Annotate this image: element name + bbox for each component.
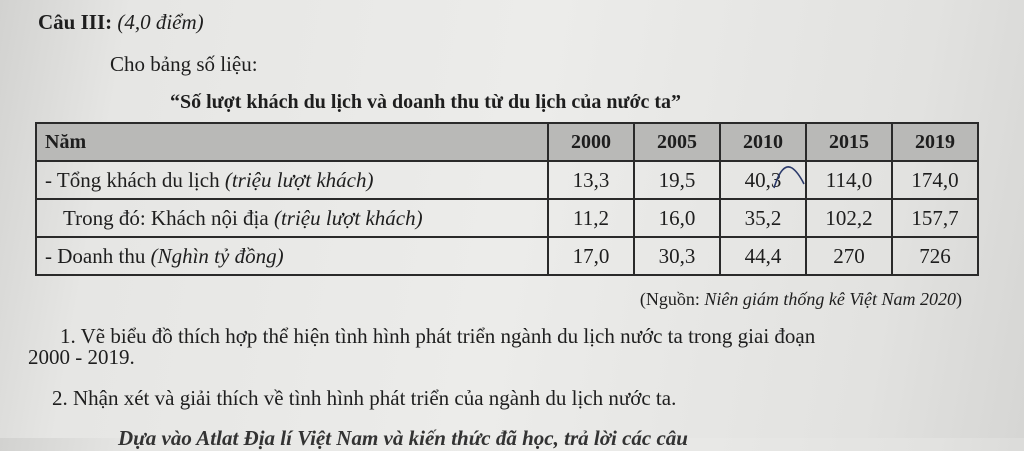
header-label: Năm: [35, 122, 549, 162]
source-prefix: (Nguồn:: [639, 289, 705, 309]
pen-mark: [773, 166, 805, 189]
task-2: 2. Nhận xét và giải thích về tình hình p…: [52, 386, 677, 410]
value-cell: 44,4: [719, 236, 807, 276]
question-points: (4,0 điểm): [117, 10, 204, 34]
question-heading: Câu III: (4,0 điểm): [38, 10, 204, 35]
value-cell: 16,0: [633, 198, 721, 238]
year-cell: 2019: [891, 122, 979, 162]
table-row: Trong đó: Khách nội địa (triệu lượt khác…: [35, 198, 979, 238]
row-unit: (Nghìn tỷ đồng): [150, 243, 284, 268]
value-cell: 17,0: [547, 236, 635, 276]
table-title: “Số lượt khách du lịch và doanh thu từ d…: [170, 91, 682, 113]
year-cell: 2010: [719, 122, 807, 162]
row-label: - Doanh thu (Nghìn tỷ đồng): [35, 236, 549, 276]
table-row: - Doanh thu (Nghìn tỷ đồng) 17,0 30,3 44…: [35, 236, 979, 276]
year-cell: 2015: [805, 122, 893, 162]
year-cell: 2005: [633, 122, 721, 162]
value-cell: 114,0: [805, 160, 893, 200]
value-cell: 726: [891, 236, 979, 276]
value-cell: 11,2: [547, 198, 635, 238]
row-label: - Tổng khách du lịch (triệu lượt khách): [35, 160, 549, 200]
row-label: Trong đó: Khách nội địa (triệu lượt khác…: [35, 198, 549, 238]
data-table: Năm 2000 2005 2010 2015 2019 - Tổng khác…: [35, 122, 979, 276]
row-unit: (triệu lượt khách): [273, 205, 423, 230]
value-cell: 13,3: [547, 160, 635, 200]
row-label-text: Trong đó: Khách nội địa: [63, 205, 274, 230]
value-cell: 40,3: [719, 160, 807, 200]
source-note: (Nguồn: Niên giám thống kê Việt Nam 2020…: [640, 289, 962, 310]
table-row: - Tổng khách du lịch (triệu lượt khách) …: [35, 160, 979, 200]
task-1-continued: 2000 - 2019.: [28, 345, 135, 369]
value-cell: 270: [805, 236, 893, 276]
source-suffix: ): [956, 289, 962, 309]
source-name: Niên giám thống kê Việt Nam 2020: [704, 289, 956, 309]
value-cell: 19,5: [633, 160, 721, 200]
cut-off-line: Dựa vào Atlat Địa lí Việt Nam và kiến th…: [118, 426, 688, 450]
value-cell: 157,7: [891, 198, 979, 238]
value-cell: 35,2: [719, 198, 807, 238]
task-1: 1. Vẽ biểu đồ thích hợp thể hiện tình hì…: [60, 324, 816, 348]
year-cell: 2000: [547, 122, 635, 162]
intro-text: Cho bảng số liệu:: [110, 52, 258, 76]
row-label-text: - Tổng khách du lịch: [45, 167, 225, 192]
row-unit: (triệu lượt khách): [224, 167, 374, 192]
value-cell: 102,2: [805, 198, 893, 238]
value-cell: 174,0: [891, 160, 979, 200]
row-label-text: - Doanh thu: [45, 243, 151, 268]
value-cell: 30,3: [633, 236, 721, 276]
table-header-row: Năm 2000 2005 2010 2015 2019: [35, 122, 979, 162]
question-label: Câu III:: [38, 10, 113, 34]
